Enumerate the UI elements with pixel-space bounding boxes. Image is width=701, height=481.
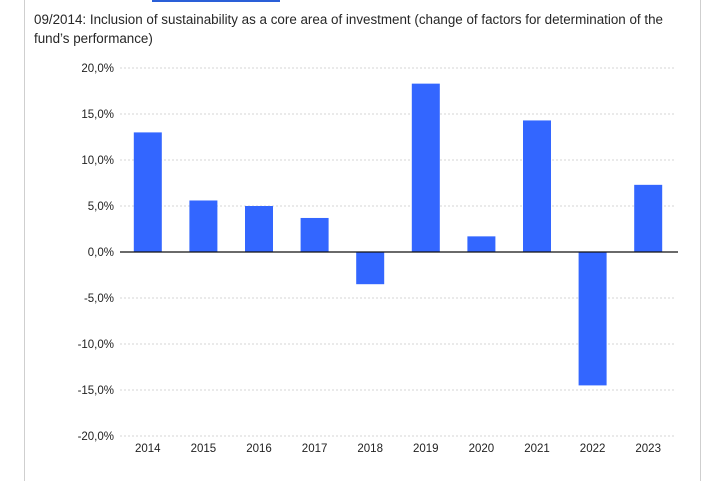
bar-2023[interactable] <box>634 184 663 252</box>
x-tick-label-2023: 2023 <box>635 443 661 455</box>
y-tick-label: 20,0% <box>81 63 114 75</box>
bar-2020[interactable] <box>467 236 496 252</box>
bar-2019[interactable] <box>411 83 440 252</box>
bar-2015[interactable] <box>189 200 218 252</box>
x-tick-label-2019: 2019 <box>413 443 439 455</box>
y-tick-label: 10,0% <box>81 155 114 167</box>
top-accent-bar <box>152 0 280 2</box>
bar-2018[interactable] <box>356 252 385 285</box>
x-tick-label-2022: 2022 <box>580 443 606 455</box>
y-tick-label: -15,0% <box>78 385 114 397</box>
bar-2021[interactable] <box>523 120 551 252</box>
bar-2014[interactable] <box>133 132 162 252</box>
x-tick-label-2021: 2021 <box>524 443 550 455</box>
x-tick-label-2020: 2020 <box>469 443 495 455</box>
x-tick-label-2018: 2018 <box>357 443 383 455</box>
x-tick-label-2016: 2016 <box>246 443 272 455</box>
x-tick-label-2015: 2015 <box>191 443 217 455</box>
y-tick-label: -5,0% <box>84 293 114 305</box>
x-axis-tick-labels: 2014 2015 2016 2017 2018 2019 2020 2021 2022 2023 <box>135 443 661 455</box>
y-tick-label: 15,0% <box>81 109 114 121</box>
chart-caption: 09/2014: Inclusion of sustainability as … <box>34 12 663 46</box>
bar-2022[interactable] <box>578 252 607 386</box>
bar-2017[interactable] <box>300 217 329 252</box>
bar-layer <box>133 83 663 386</box>
y-tick-label: -20,0% <box>78 431 114 443</box>
y-tick-label: 5,0% <box>88 201 114 213</box>
x-tick-label-2017: 2017 <box>302 443 328 455</box>
y-tick-label: -10,0% <box>78 339 114 351</box>
y-tick-label: 0,0% <box>88 247 114 259</box>
x-tick-label-2014: 2014 <box>135 443 161 455</box>
bar-2016[interactable] <box>245 206 273 252</box>
y-axis-tick-labels: 20,0% 15,0% 10,0% 5,0% 0,0% -5,0% -10,0% -15,0%… <box>78 63 114 443</box>
